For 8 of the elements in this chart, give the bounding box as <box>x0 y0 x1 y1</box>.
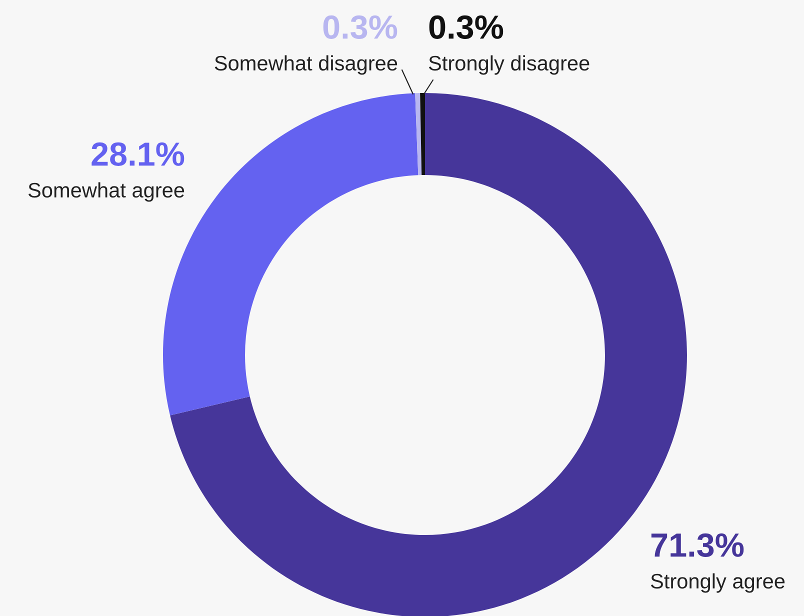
slice-label: Somewhat agree <box>28 182 184 202</box>
data-label: 71.3% <box>651 533 744 557</box>
slice-label: Strongly agree <box>650 573 785 593</box>
slice-label: Somewhat disagree <box>214 55 398 75</box>
data-label: 0.3% <box>429 15 504 39</box>
slice-label: Strongly disagree <box>428 55 590 75</box>
data-label: 0.3% <box>323 15 398 39</box>
data-label: 28.1% <box>92 142 184 166</box>
